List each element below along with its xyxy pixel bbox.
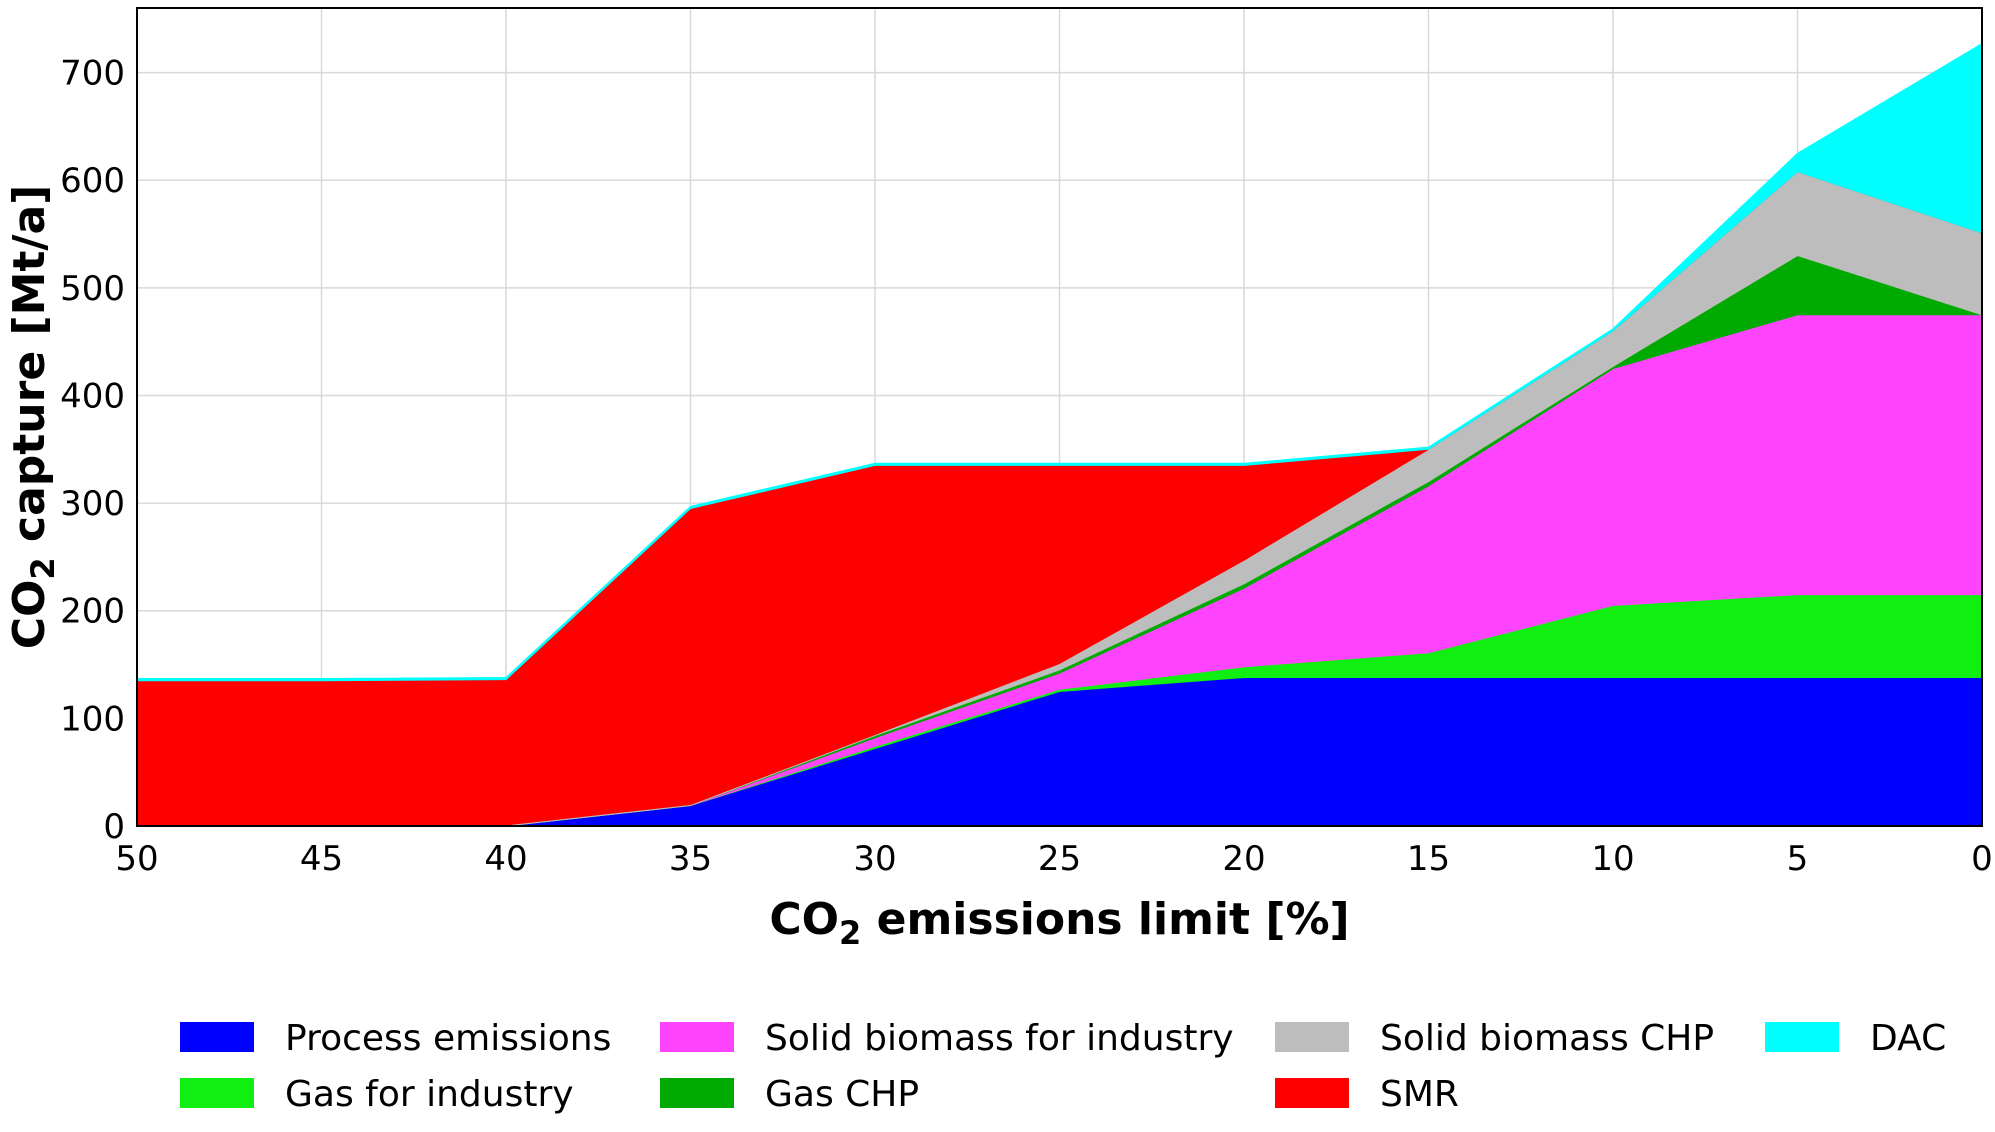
legend-item-solid-biomass-chp: Solid biomass CHP [1275,1018,1714,1059]
x-tick-labels: 50 45 40 35 30 25 20 15 10 5 0 [115,839,1992,879]
plot-frame [136,7,1983,827]
legend-swatch-gas-for-industry [180,1078,254,1108]
legend-label-solid-biomass-chp: Solid biomass CHP [1380,1018,1714,1059]
legend-swatch-gas-chp [660,1078,734,1108]
y-tick-label-7: 700 [60,54,125,94]
x-axis-title-subscript: 2 [839,914,861,952]
legend-label-dac: DAC [1870,1018,1946,1059]
legend-item-gas-chp: Gas CHP [660,1074,919,1115]
legend-label-solid-biomass-for-industry: Solid biomass for industry [765,1018,1234,1059]
y-tick-labels: 0 100 200 300 400 500 600 700 [60,54,125,847]
legend-item-gas-for-industry: Gas for industry [180,1074,574,1115]
legend-item-dac: DAC [1765,1018,1946,1059]
legend-item-process-emissions: Process emissions [180,1018,611,1059]
legend-label-smr: SMR [1380,1074,1459,1115]
x-tick-label-5: 25 [1038,839,1081,879]
legend-swatch-solid-biomass-for-industry [660,1022,734,1052]
legend-swatch-smr [1275,1078,1349,1108]
x-tick-label-1: 45 [300,839,343,879]
y-tick-label-3: 300 [60,484,125,524]
legend-swatch-solid-biomass-chp [1275,1022,1349,1052]
x-tick-label-3: 35 [669,839,712,879]
area-layer [136,43,1983,827]
legend-label-process-emissions: Process emissions [285,1018,611,1059]
legend-label-gas-for-industry: Gas for industry [285,1074,574,1115]
y-axis-title-prefix: CO [4,580,55,650]
legend-swatch-process-emissions [180,1022,254,1052]
y-tick-label-1: 100 [60,699,125,739]
legend: Process emissions Gas for industry Solid b… [180,1018,1946,1115]
x-tick-label-8: 10 [1591,839,1634,879]
legend-label-gas-chp: Gas CHP [765,1074,919,1115]
y-tick-label-5: 500 [60,269,125,309]
x-tick-label-7: 15 [1407,839,1450,879]
y-tick-label-2: 200 [60,592,125,632]
x-axis-title: CO2 emissions limit [%] [769,894,1349,952]
x-axis-title-prefix: CO [769,894,839,945]
y-axis-title-suffix: capture [Mt/a] [4,185,55,558]
legend-item-smr: SMR [1275,1074,1459,1115]
x-axis-title-suffix: emissions limit [%] [861,894,1349,945]
x-tick-label-4: 30 [853,839,896,879]
y-tick-label-4: 400 [60,376,125,416]
x-tick-label-9: 5 [1787,839,1809,879]
x-tick-label-6: 20 [1222,839,1265,879]
legend-swatch-dac [1765,1022,1839,1052]
y-tick-label-0: 0 [103,807,125,847]
x-tick-label-0: 50 [115,839,158,879]
x-tick-label-2: 40 [484,839,527,879]
y-axis-title: CO2 capture [Mt/a] [4,185,62,650]
y-tick-label-6: 600 [60,161,125,201]
y-axis-title-subscript: 2 [24,557,62,579]
legend-item-solid-biomass-for-industry: Solid biomass for industry [660,1018,1234,1059]
x-tick-label-10: 0 [1971,839,1993,879]
